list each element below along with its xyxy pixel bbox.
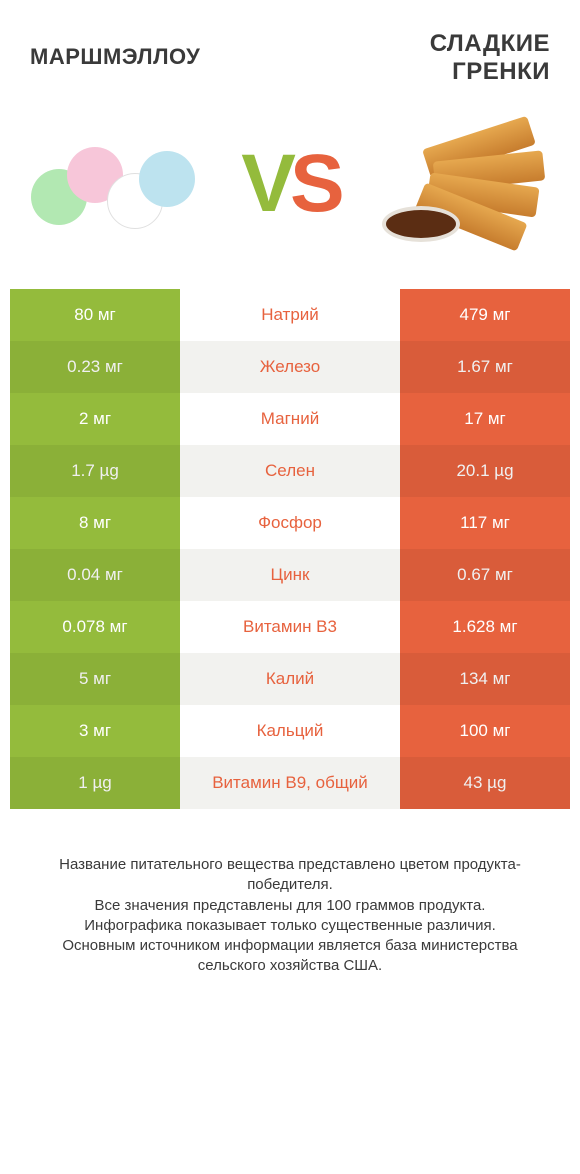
- value-right: 20.1 µg: [400, 445, 570, 497]
- nutrient-label: Цинк: [180, 549, 400, 601]
- nutrient-label: Калий: [180, 653, 400, 705]
- value-left: 0.04 мг: [10, 549, 180, 601]
- value-right: 43 µg: [400, 757, 570, 809]
- comparison-table: 80 мгНатрий479 мг0.23 мгЖелезо1.67 мг2 м…: [10, 289, 570, 809]
- value-right: 100 мг: [400, 705, 570, 757]
- marshmallow-icon: [27, 129, 197, 239]
- infographic-root: МАРШМЭЛЛОУ СЛАДКИЕГРЕНКИ VS 80 мгНатрий4…: [0, 0, 580, 1174]
- nutrient-label: Витамин B3: [180, 601, 400, 653]
- value-left: 8 мг: [10, 497, 180, 549]
- nutrient-label: Кальций: [180, 705, 400, 757]
- product-left-image: [22, 109, 202, 259]
- value-right: 479 мг: [400, 289, 570, 341]
- nutrient-label: Натрий: [180, 289, 400, 341]
- value-right: 1.628 мг: [400, 601, 570, 653]
- value-right: 0.67 мг: [400, 549, 570, 601]
- title-right: СЛАДКИЕГРЕНКИ: [430, 30, 550, 85]
- vs-label: VS: [241, 143, 338, 225]
- table-row: 0.04 мгЦинк0.67 мг: [10, 549, 570, 601]
- value-right: 117 мг: [400, 497, 570, 549]
- hero-row: VS: [10, 109, 570, 289]
- value-left: 2 мг: [10, 393, 180, 445]
- french-toast-icon: [378, 114, 558, 254]
- nutrient-label: Железо: [180, 341, 400, 393]
- table-row: 5 мгКалий134 мг: [10, 653, 570, 705]
- value-left: 1 µg: [10, 757, 180, 809]
- table-row: 2 мгМагний17 мг: [10, 393, 570, 445]
- vs-v: V: [241, 138, 290, 229]
- value-right: 134 мг: [400, 653, 570, 705]
- nutrient-label: Магний: [180, 393, 400, 445]
- table-row: 0.23 мгЖелезо1.67 мг: [10, 341, 570, 393]
- vs-s: S: [290, 138, 339, 229]
- value-right: 1.67 мг: [400, 341, 570, 393]
- value-left: 5 мг: [10, 653, 180, 705]
- value-right: 17 мг: [400, 393, 570, 445]
- table-row: 80 мгНатрий479 мг: [10, 289, 570, 341]
- title-row: МАРШМЭЛЛОУ СЛАДКИЕГРЕНКИ: [10, 30, 570, 109]
- title-left: МАРШМЭЛЛОУ: [30, 30, 200, 69]
- table-row: 1.7 µgСелен20.1 µg: [10, 445, 570, 497]
- table-row: 3 мгКальций100 мг: [10, 705, 570, 757]
- footer-note: Название питательного вещества представл…: [10, 855, 570, 977]
- table-row: 1 µgВитамин B9, общий43 µg: [10, 757, 570, 809]
- table-row: 8 мгФосфор117 мг: [10, 497, 570, 549]
- nutrient-label: Селен: [180, 445, 400, 497]
- product-right-image: [378, 109, 558, 259]
- nutrient-label: Витамин B9, общий: [180, 757, 400, 809]
- value-left: 3 мг: [10, 705, 180, 757]
- value-left: 0.23 мг: [10, 341, 180, 393]
- value-left: 0.078 мг: [10, 601, 180, 653]
- table-row: 0.078 мгВитамин B31.628 мг: [10, 601, 570, 653]
- value-left: 80 мг: [10, 289, 180, 341]
- nutrient-label: Фосфор: [180, 497, 400, 549]
- value-left: 1.7 µg: [10, 445, 180, 497]
